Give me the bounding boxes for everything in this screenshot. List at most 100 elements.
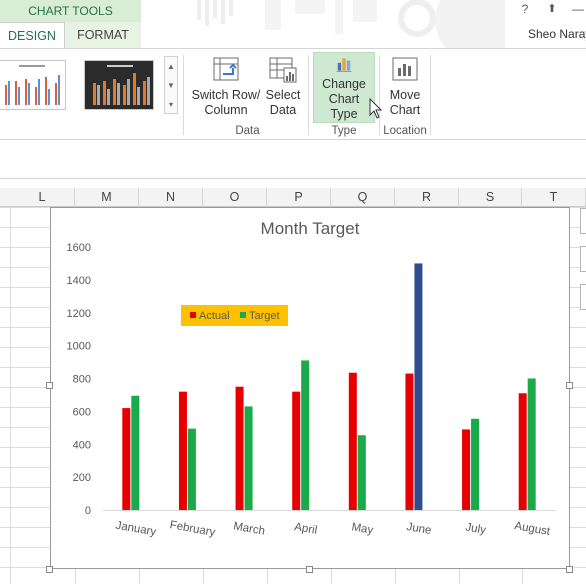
help-button[interactable]: ? bbox=[521, 2, 529, 16]
bar-actual-february[interactable] bbox=[178, 391, 187, 510]
bar-target-june[interactable] bbox=[414, 263, 423, 510]
move-chart-button[interactable]: Move Chart bbox=[385, 53, 425, 123]
change-chart-type-button[interactable]: Change Chart Type bbox=[313, 52, 375, 123]
bar-actual-july[interactable] bbox=[462, 429, 471, 510]
bar-target-july[interactable] bbox=[471, 418, 480, 510]
bar-actual-april[interactable] bbox=[292, 391, 301, 510]
gallery-more-icon[interactable]: ▾ bbox=[168, 100, 173, 109]
chart-elements-button[interactable] bbox=[580, 208, 586, 234]
chart-style-thumbnail-dark[interactable] bbox=[84, 60, 154, 110]
ribbon-separator bbox=[183, 55, 184, 135]
column-header-q[interactable]: Q bbox=[331, 188, 395, 207]
bar-actual-august[interactable] bbox=[518, 393, 527, 510]
bar-target-may[interactable] bbox=[357, 435, 366, 510]
x-tick-label: June bbox=[406, 521, 433, 537]
select-label-line2: Data bbox=[269, 103, 297, 117]
chart-resize-handle[interactable] bbox=[46, 566, 53, 573]
bar-target-march[interactable] bbox=[244, 406, 253, 510]
chart-styles-gallery-scroll[interactable]: ▲ ▼ ▾ bbox=[164, 56, 178, 114]
y-tick-label: 1400 bbox=[67, 275, 91, 287]
move-label-line2: Chart bbox=[389, 103, 421, 117]
mini-chart-icon bbox=[93, 65, 150, 105]
bar-actual-march[interactable] bbox=[235, 386, 244, 510]
mouse-cursor-icon bbox=[369, 98, 383, 119]
bar-actual-january[interactable] bbox=[122, 408, 131, 510]
legend-swatch-actual bbox=[190, 312, 196, 318]
x-tick-label: May bbox=[351, 521, 375, 537]
x-tick-label: January bbox=[115, 520, 158, 539]
select-data-icon bbox=[269, 57, 297, 83]
chart-object[interactable]: Month Target 0 200 400 600 800 1000 1200 1400 160… bbox=[50, 207, 570, 569]
select-data-button[interactable]: Select Data bbox=[263, 53, 303, 123]
chart-resize-handle[interactable] bbox=[566, 382, 573, 389]
x-tick-label: April bbox=[293, 521, 318, 537]
column-header-r[interactable]: R bbox=[395, 188, 459, 207]
group-label-type: Type bbox=[331, 125, 357, 137]
bar-target-february[interactable] bbox=[187, 428, 196, 510]
chart-style-thumbnail-light[interactable] bbox=[0, 60, 66, 110]
x-tick-label: August bbox=[514, 520, 552, 538]
chart-resize-handle[interactable] bbox=[46, 382, 53, 389]
gallery-up-icon[interactable]: ▲ bbox=[167, 62, 175, 71]
mini-chart-icon bbox=[5, 65, 60, 105]
ribbon-separator bbox=[430, 55, 431, 135]
chart-title[interactable]: Month Target bbox=[261, 219, 360, 238]
bar-target-august[interactable] bbox=[527, 378, 536, 511]
column-header-p[interactable]: P bbox=[267, 188, 331, 207]
y-tick-label: 200 bbox=[73, 472, 91, 484]
legend-label-target: Target bbox=[249, 310, 280, 322]
user-account-name[interactable]: Sheo Naray bbox=[528, 27, 586, 41]
minimize-button[interactable]: — bbox=[572, 2, 584, 16]
y-tick-label: 1200 bbox=[67, 308, 91, 320]
tab-format[interactable]: FORMAT bbox=[65, 22, 141, 48]
chart-resize-handle[interactable] bbox=[306, 566, 313, 573]
bar-target-april[interactable] bbox=[301, 360, 310, 510]
chart-filters-button[interactable] bbox=[580, 284, 586, 310]
column-header-o[interactable]: O bbox=[203, 188, 267, 207]
chart-legend[interactable]: Actual Target bbox=[181, 305, 288, 326]
x-tick-label: July bbox=[464, 521, 486, 536]
x-tick-label: February bbox=[169, 519, 217, 539]
formula-bar-divider bbox=[0, 178, 586, 179]
ribbon-display-options-button[interactable]: ⬆ bbox=[547, 3, 557, 15]
tab-design[interactable]: DESIGN bbox=[0, 22, 65, 48]
bar-actual-may[interactable] bbox=[348, 372, 357, 510]
column-header-s[interactable]: S bbox=[459, 188, 522, 207]
move-chart-icon bbox=[392, 57, 418, 81]
move-label-line1: Move bbox=[389, 88, 421, 102]
legend-swatch-target bbox=[240, 312, 246, 318]
ribbon-separator bbox=[379, 55, 380, 135]
column-header-m[interactable]: M bbox=[75, 188, 139, 207]
column-header-l[interactable]: L bbox=[10, 188, 75, 207]
y-tick-label: 1000 bbox=[67, 341, 91, 353]
switch-label-line2: Column bbox=[204, 103, 248, 117]
chart-resize-handle[interactable] bbox=[566, 566, 573, 573]
ribbon: ▲ ▼ ▾ Switch Row/ Column bbox=[0, 48, 586, 140]
group-label-data: Data bbox=[235, 125, 260, 137]
ribbon-separator bbox=[308, 55, 309, 135]
formula-bar-area[interactable] bbox=[0, 140, 586, 188]
bar-actual-june[interactable] bbox=[405, 373, 414, 510]
legend-background bbox=[181, 305, 288, 326]
y-tick-label: 600 bbox=[73, 406, 91, 418]
gallery-down-icon[interactable]: ▼ bbox=[167, 81, 175, 90]
change-chart-type-icon bbox=[336, 58, 352, 72]
switch-row-column-button[interactable]: Switch Row/ Column bbox=[190, 53, 262, 123]
column-chart: Month Target 0 200 400 600 800 1000 1200 1400 160… bbox=[67, 219, 556, 539]
column-header-n[interactable]: N bbox=[139, 188, 203, 207]
title-bar: CHART TOOLS DESIGN FORMAT ? ⬆ — Sheo Na bbox=[0, 0, 586, 48]
select-label-line1: Select bbox=[265, 88, 301, 102]
legend-label-actual: Actual bbox=[199, 310, 230, 322]
y-tick-label: 400 bbox=[73, 439, 91, 451]
y-tick-label: 0 bbox=[85, 505, 91, 517]
column-header-t[interactable]: T bbox=[522, 188, 586, 207]
chart-tools-header: CHART TOOLS bbox=[0, 0, 141, 22]
x-tick-label: March bbox=[232, 520, 266, 537]
group-label-location: Location bbox=[383, 125, 427, 137]
change-label-line1: Change bbox=[322, 77, 366, 91]
switch-label-line1: Switch Row/ bbox=[191, 88, 261, 102]
bar-target-january[interactable] bbox=[131, 395, 140, 510]
chart-styles-button[interactable] bbox=[580, 246, 586, 272]
